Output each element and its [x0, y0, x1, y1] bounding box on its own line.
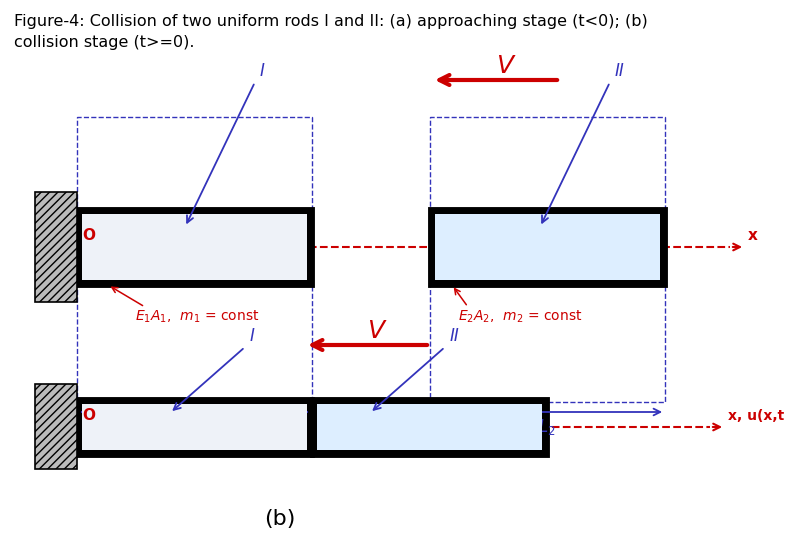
Text: $E_1A_1$,  $m_1$ = const: $E_1A_1$, $m_1$ = const: [135, 309, 260, 325]
Text: $\mathit{V}$: $\mathit{V}$: [495, 54, 517, 78]
Text: x: x: [748, 228, 758, 243]
Text: $L_2$: $L_2$: [539, 417, 556, 437]
Bar: [35, 384, 77, 469]
Bar: [35, 192, 77, 302]
Bar: [312, 399, 547, 455]
Text: I: I: [260, 62, 265, 80]
Text: Figure-4: Collision of two uniform rods I and II: (a) approaching stage (t<0); (: Figure-4: Collision of two uniform rods …: [14, 14, 648, 29]
Text: $\mathit{V}$: $\mathit{V}$: [367, 319, 387, 343]
Text: $E_2A_2$,  $m_2$ = const: $E_2A_2$, $m_2$ = const: [458, 309, 582, 325]
Text: O: O: [82, 408, 95, 423]
Text: x, u(x,t): x, u(x,t): [728, 409, 785, 423]
Text: I: I: [250, 327, 255, 345]
Bar: [77, 117, 312, 402]
Text: II: II: [450, 327, 460, 345]
Text: (a): (a): [377, 430, 407, 450]
Bar: [435, 214, 660, 280]
Bar: [430, 209, 665, 285]
Text: collision stage (t>=0).: collision stage (t>=0).: [14, 35, 195, 50]
Text: O: O: [82, 228, 95, 243]
Bar: [430, 117, 665, 402]
Bar: [82, 404, 307, 450]
Bar: [82, 214, 307, 280]
Bar: [77, 209, 312, 285]
Text: II: II: [615, 62, 625, 80]
Bar: [77, 399, 312, 455]
Text: $L_1$: $L_1$: [185, 417, 203, 437]
Bar: [317, 404, 542, 450]
Text: (b): (b): [265, 509, 296, 529]
